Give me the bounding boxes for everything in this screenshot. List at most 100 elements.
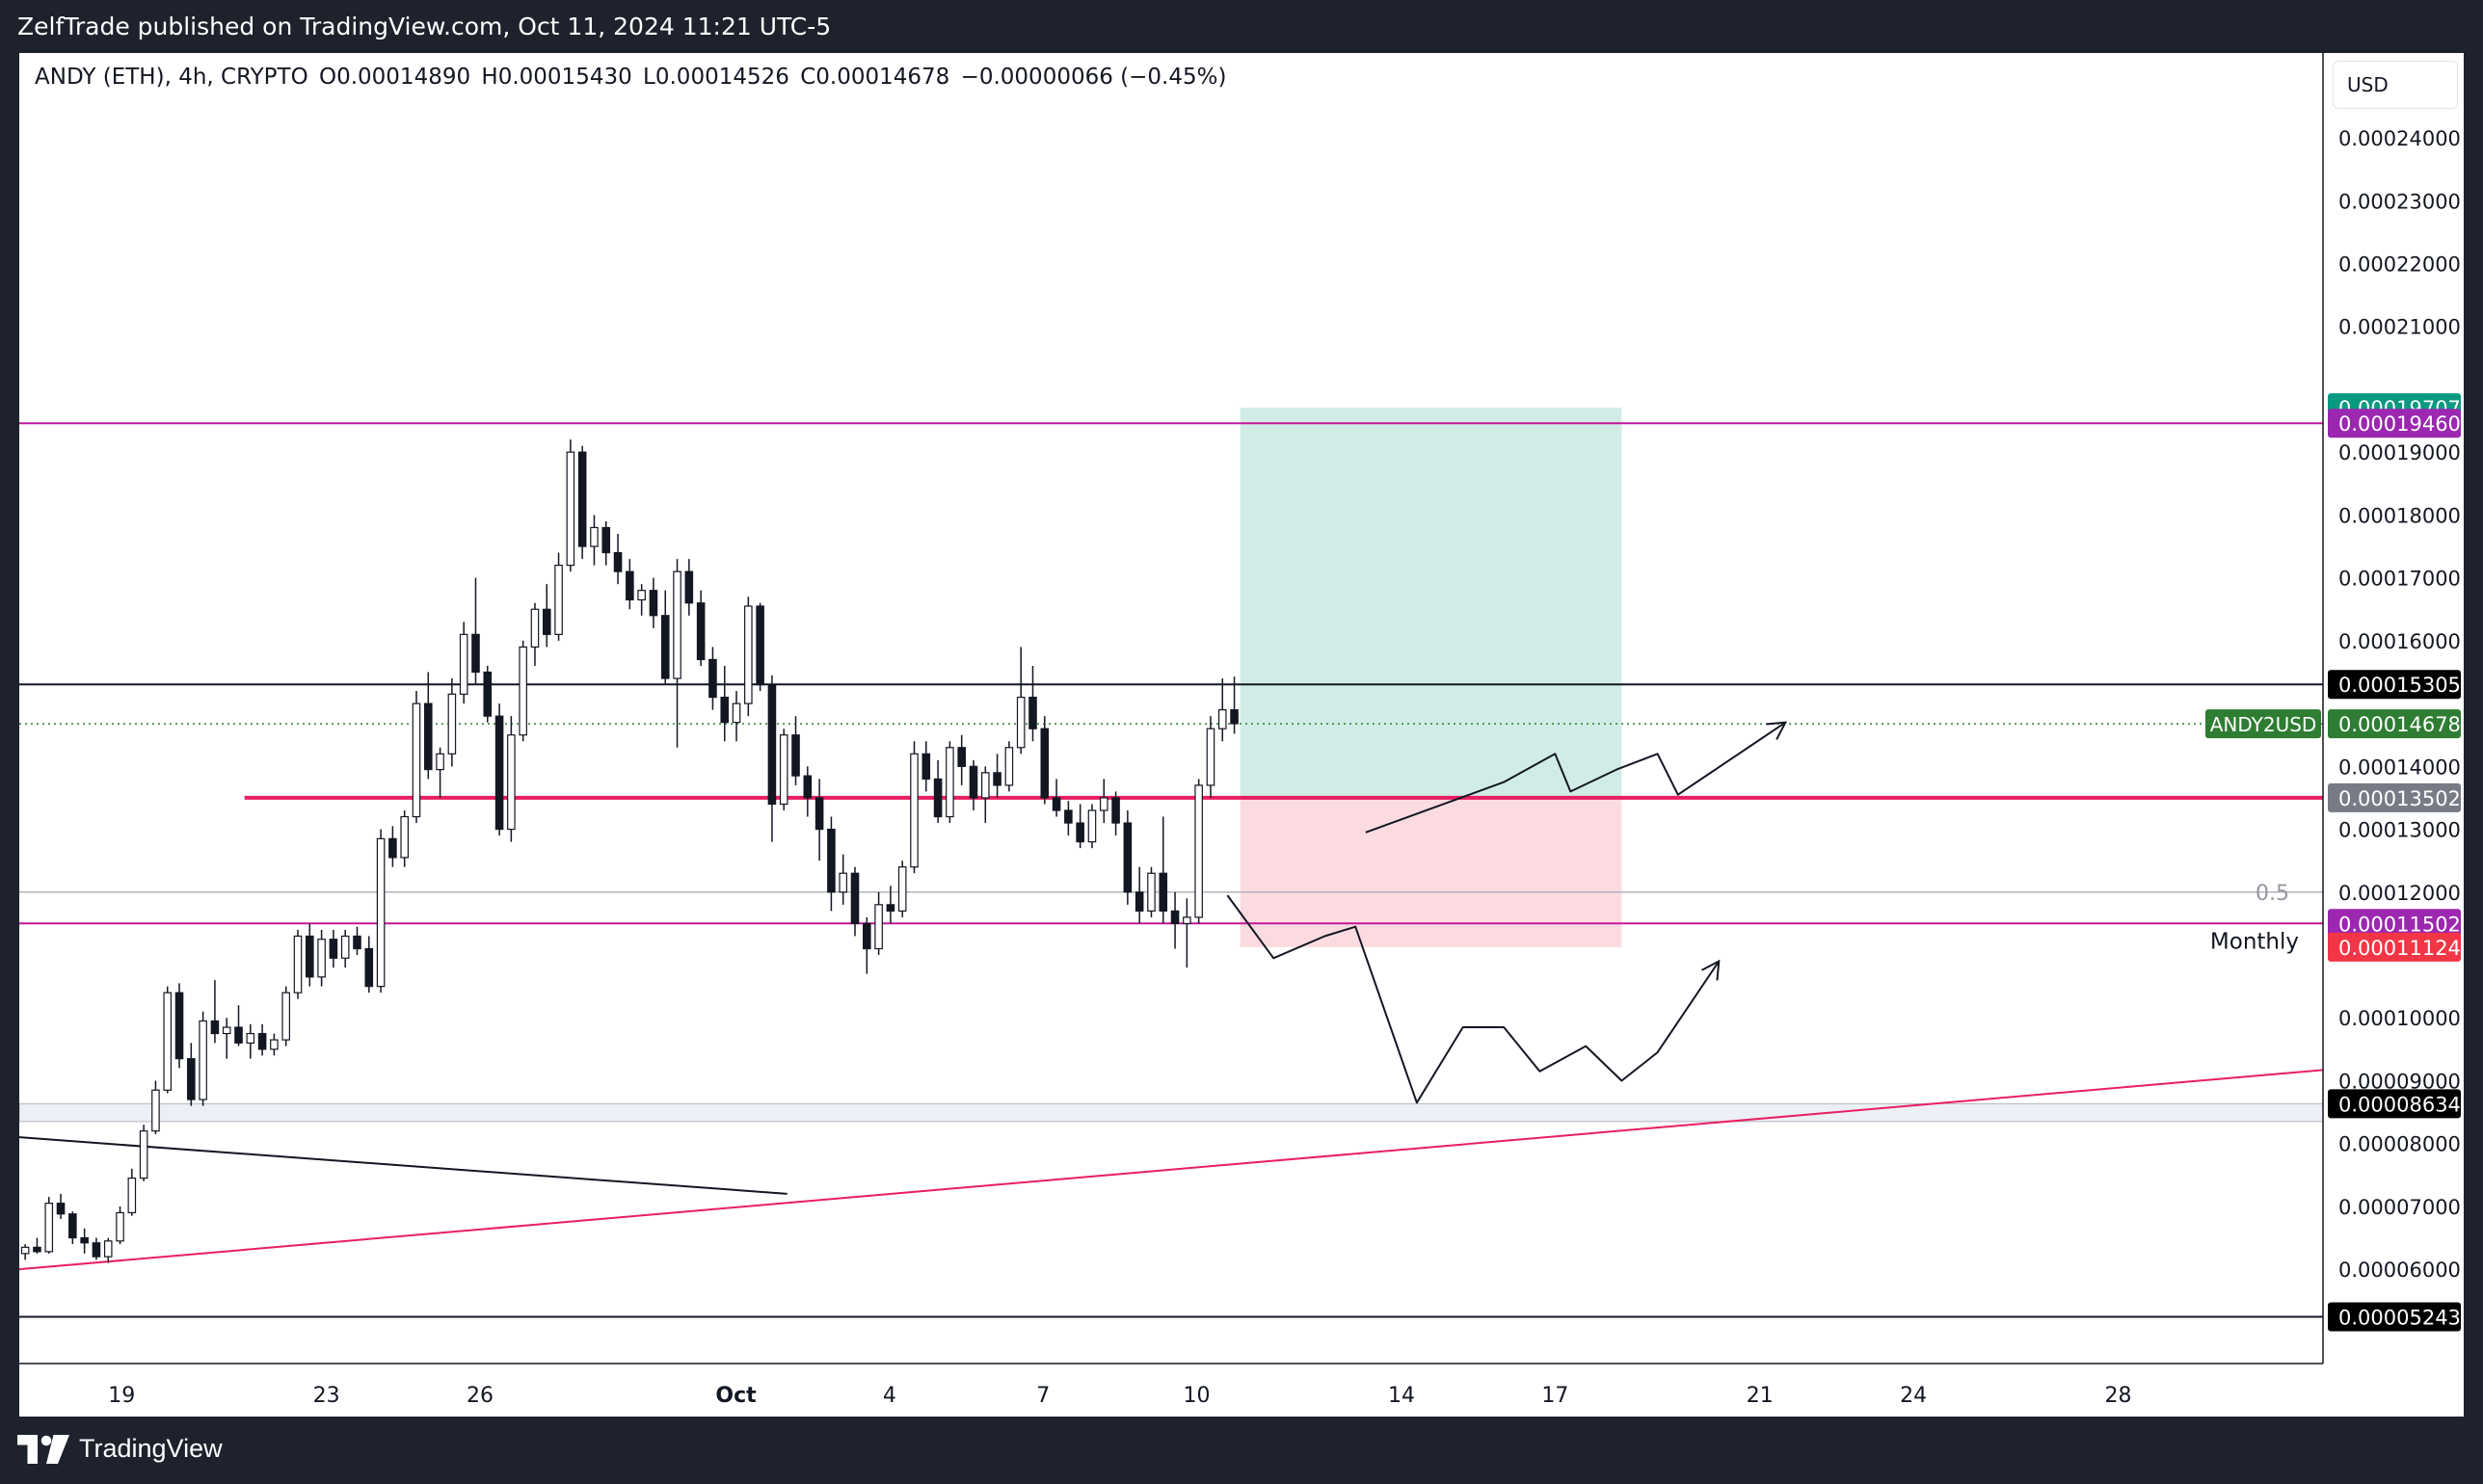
candle-body (412, 702, 421, 818)
candle-body (234, 1026, 243, 1044)
candle-body (839, 872, 848, 893)
price-tag (2328, 709, 2461, 739)
candle-body (1004, 747, 1014, 786)
bearish-arrow-head (1701, 959, 1721, 981)
price-tag (2328, 932, 2461, 962)
x-tick-label: 17 (1541, 1384, 1568, 1408)
candle-body (507, 734, 516, 831)
candle-body (1170, 910, 1180, 925)
symbol-tag (2205, 709, 2321, 739)
candle-body (874, 904, 883, 950)
candle-body (33, 1246, 41, 1253)
candle-body (92, 1242, 101, 1258)
candle-body (1123, 822, 1133, 893)
y-tick-label: 0.00014000 (2338, 755, 2461, 779)
candle-body (969, 765, 978, 799)
candle-body (447, 693, 457, 755)
price-tag-label: 0.00011124 (2338, 937, 2461, 960)
candle-body (1194, 784, 1203, 918)
price-tag-label: 0.00005243 (2338, 1307, 2461, 1330)
candle-body (56, 1203, 66, 1215)
y-tick-label: 0.00021000 (2338, 316, 2461, 339)
currency-button[interactable]: USD (2333, 61, 2458, 109)
candle-body (684, 570, 694, 604)
candle-body (720, 696, 730, 724)
candle-body (44, 1203, 54, 1253)
tradingview-logo-icon (17, 1434, 69, 1464)
candle-body (756, 605, 764, 686)
candle-body (68, 1213, 77, 1239)
y-tick-label: 0.00013000 (2338, 819, 2461, 842)
y-tick-label: 0.00007000 (2338, 1196, 2461, 1219)
x-tick-label: 26 (467, 1384, 494, 1408)
candle-body (1028, 696, 1037, 729)
candle-body (246, 1032, 255, 1044)
candle-body (910, 753, 919, 868)
price-tag (2328, 782, 2461, 812)
y-tick-label: 0.00008000 (2338, 1133, 2461, 1156)
symbol-tag-label: ANDY2USD (2210, 713, 2317, 736)
y-tick-label: 0.00019000 (2338, 441, 2461, 464)
price-tag-label: 0.00015305 (2338, 674, 2461, 697)
candle-body (364, 947, 374, 988)
candle-body (530, 608, 540, 649)
x-tick-label: 23 (313, 1384, 340, 1408)
candle-body (1135, 891, 1144, 912)
y-tick-label: 0.00010000 (2338, 1007, 2461, 1030)
x-tick-label: 14 (1388, 1384, 1415, 1408)
gray-zone (19, 1102, 2324, 1123)
legend-symbol: ANDY (ETH), 4h, CRYPTO (35, 65, 308, 90)
legend-open: O0.00014890 (318, 65, 471, 90)
horizontal-levels: 0.5 Monthly (19, 422, 2324, 1318)
candle-body (80, 1236, 89, 1244)
tradingview-logo[interactable]: TradingView (17, 1434, 223, 1464)
monthly-label: Monthly (2210, 929, 2299, 954)
candle-body (210, 1020, 220, 1035)
price-tag (2328, 1089, 2461, 1119)
price-tag (2328, 409, 2461, 438)
price-tag-label: 0.00011502 (2338, 913, 2461, 936)
position-zones (1240, 408, 1622, 947)
candle-body (471, 633, 480, 674)
candle-body (886, 904, 895, 912)
candle-body (1052, 797, 1061, 811)
candle-body (1111, 797, 1120, 824)
y-tick-label: 0.00022000 (2338, 253, 2461, 277)
candle-body (340, 935, 350, 959)
candle-body (601, 526, 611, 554)
candle-body (993, 772, 1001, 786)
y-tick-label: 0.00012000 (2338, 882, 2461, 905)
candlestick-chart[interactable]: 0.5 Monthly 0.00024000 0.00023000 0.0002200… (19, 53, 2464, 1417)
y-tick-label: 0.00023000 (2338, 190, 2461, 213)
candles (20, 439, 1239, 1263)
candle-body (791, 734, 800, 777)
candle-body (1064, 809, 1073, 824)
candle-body (163, 992, 173, 1091)
candle-body (400, 815, 409, 859)
candle-body (708, 658, 717, 699)
candle-body (293, 935, 303, 994)
target-zone (1240, 408, 1622, 798)
price-tag-label: 0.00019460 (2338, 412, 2461, 436)
x-tick-label: 24 (1900, 1384, 1927, 1408)
candle-body (174, 992, 184, 1060)
candle-body (1076, 822, 1084, 843)
candle-body (566, 451, 575, 567)
candle-body (933, 778, 943, 818)
chart-panel[interactable]: 0.5 Monthly 0.00024000 0.00023000 0.0002200… (19, 53, 2464, 1417)
candle-body (649, 590, 658, 617)
footer-bar: TradingView (0, 1417, 2483, 1484)
price-tag-label: 0.00014678 (2338, 713, 2461, 736)
candle-body (353, 935, 361, 950)
candle-body (103, 1240, 113, 1258)
price-tag-label: 0.00013502 (2338, 787, 2461, 810)
candle-body (981, 772, 990, 799)
candle-body (270, 1039, 279, 1050)
candle-body (1217, 709, 1227, 729)
candle-body (1147, 872, 1156, 912)
candle-body (519, 646, 527, 736)
x-tick-label: 10 (1184, 1384, 1211, 1408)
candle-body (483, 671, 493, 717)
candle-body (673, 570, 681, 679)
candle-body (577, 451, 587, 547)
